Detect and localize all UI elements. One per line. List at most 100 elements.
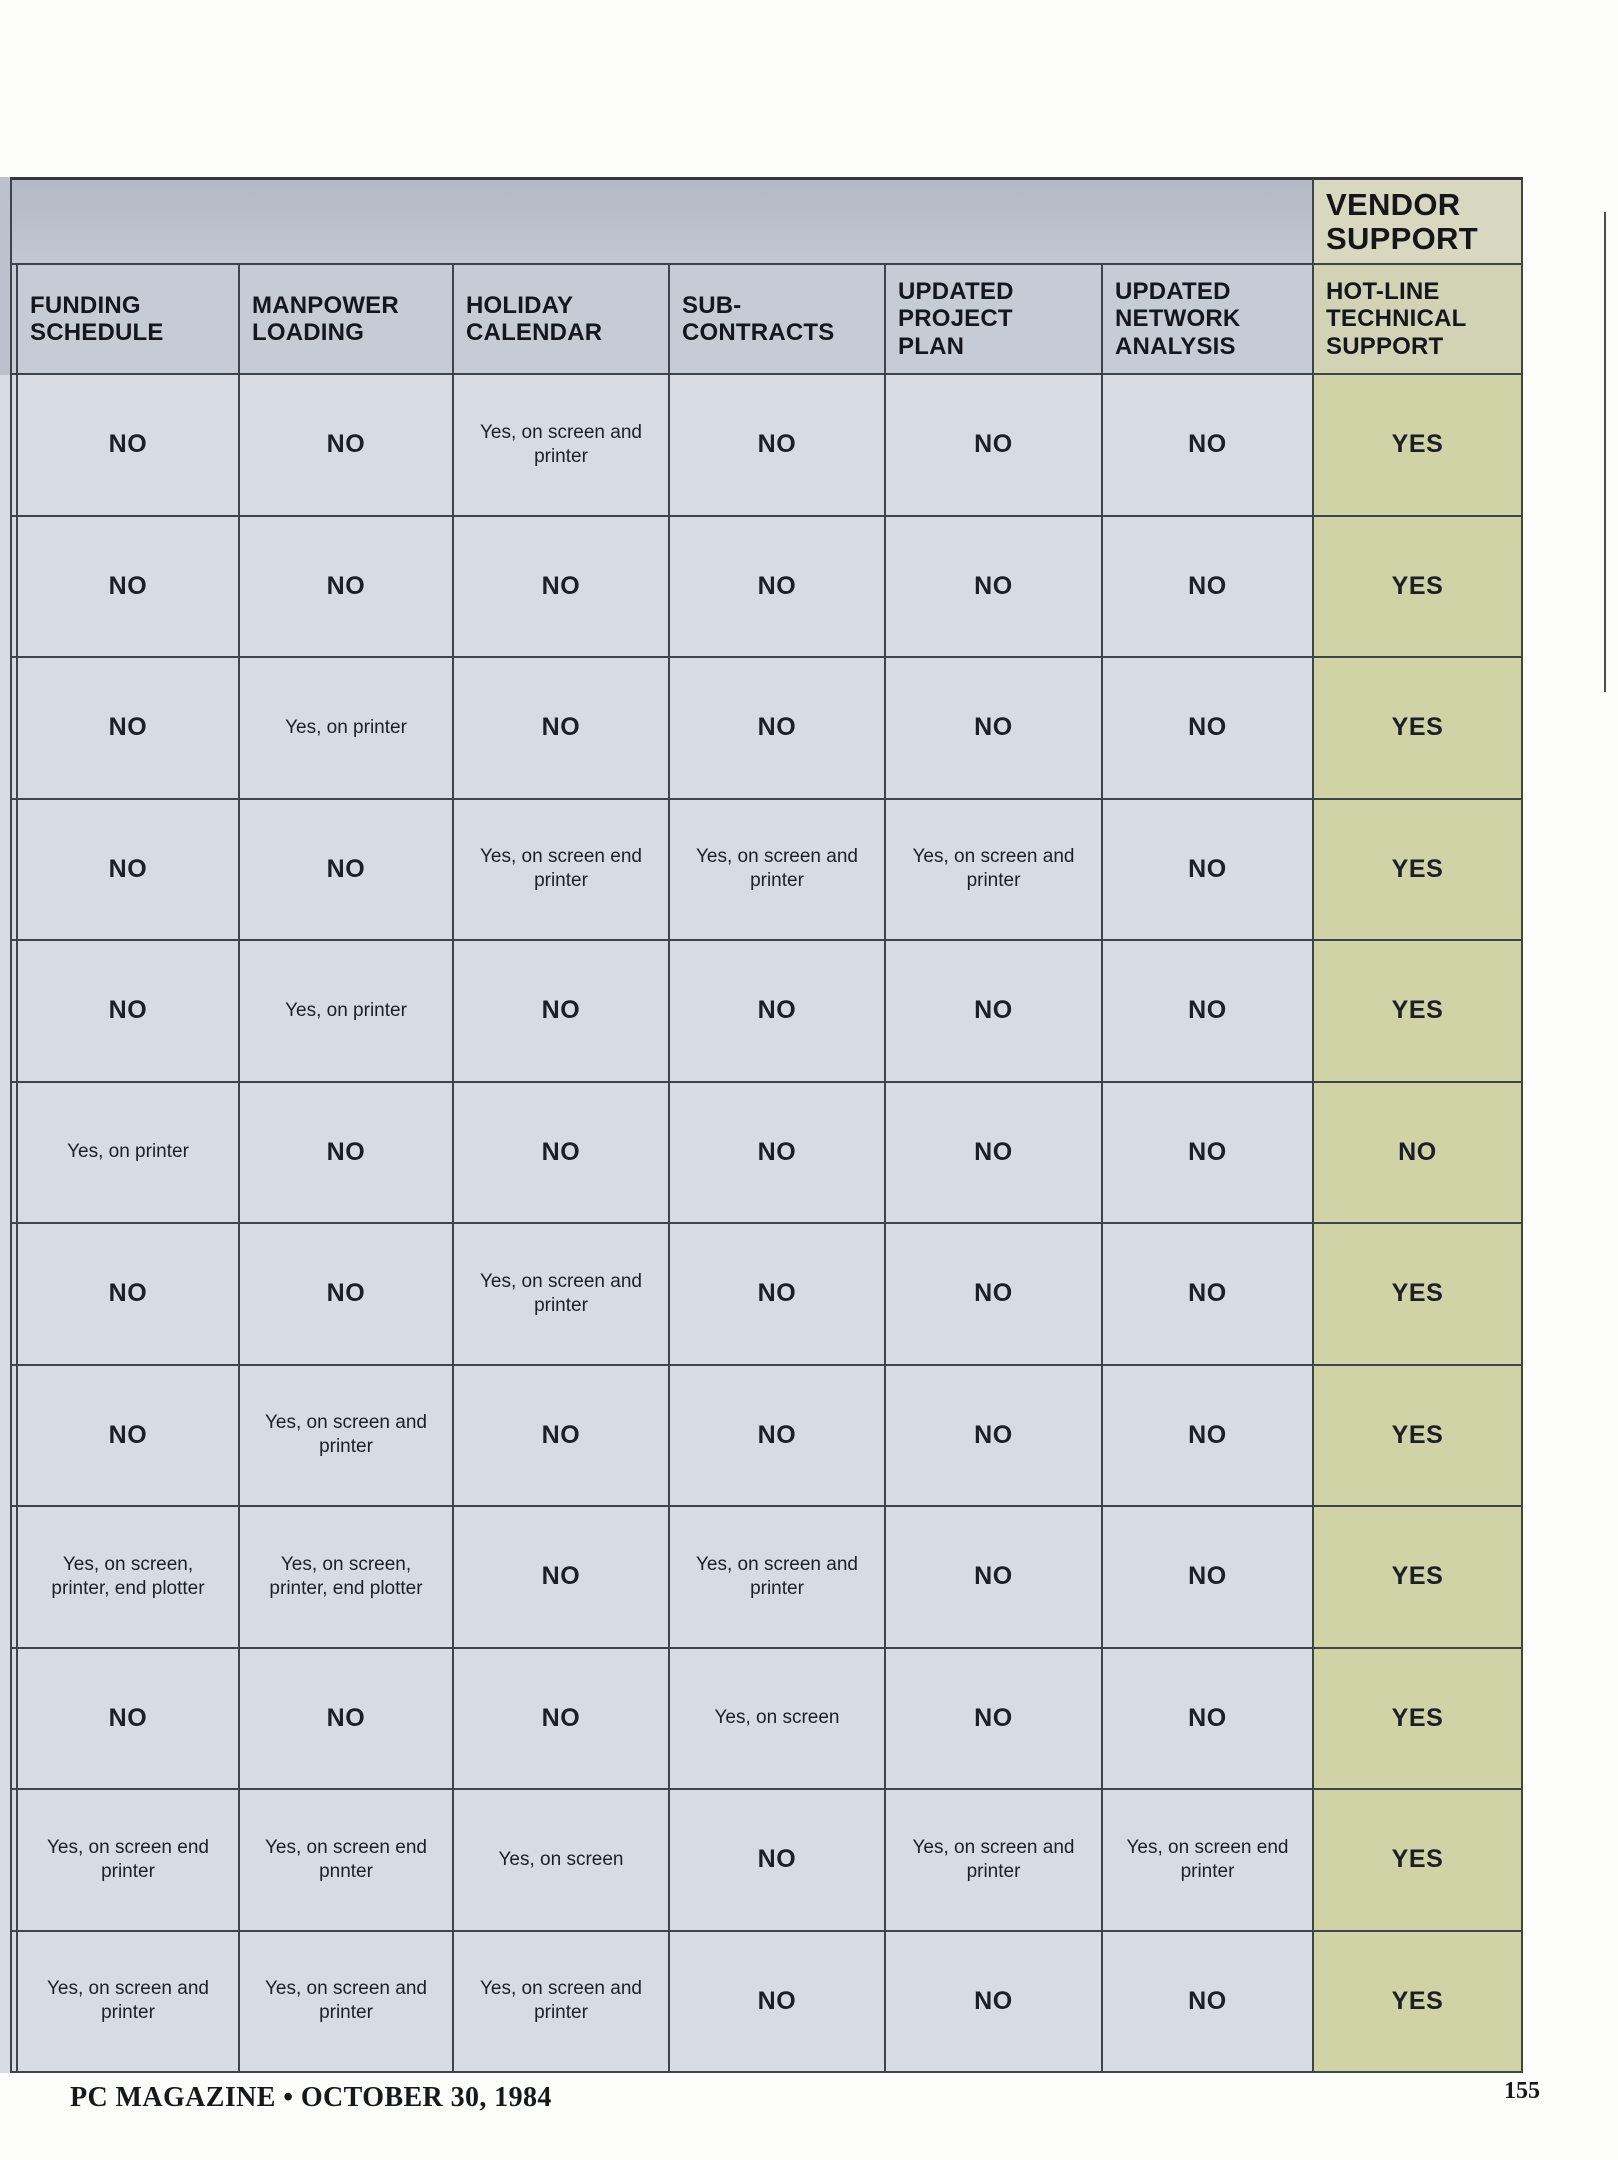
row-edge-sliver <box>10 1790 18 1932</box>
table-cell: NO <box>1103 941 1314 1083</box>
table-cell: NO <box>1103 1507 1314 1649</box>
table-cell: NO <box>18 799 240 941</box>
table-cell: YES <box>1314 1648 1523 1790</box>
table-cell: NO <box>1103 799 1314 941</box>
table-cell: YES <box>1314 1224 1523 1366</box>
table-cell: NO <box>1103 1224 1314 1366</box>
table-cell: NO <box>886 1507 1103 1649</box>
table-cell: NO <box>670 1365 886 1507</box>
table-cell: NO <box>670 1931 886 2073</box>
table-cell: NO <box>1314 1082 1523 1224</box>
column-header-hotline-technical-support: HOT-LINE TECHNICAL SUPPORT <box>1314 265 1523 375</box>
table-cell: NO <box>18 941 240 1083</box>
table-cell: Yes, on screen and printer <box>454 375 670 517</box>
table-cell: YES <box>1314 799 1523 941</box>
table-cell: Yes, on screen end pnnter <box>240 1790 454 1932</box>
table-cell: Yes, on screen and printer <box>240 1365 454 1507</box>
table-cell: NO <box>18 658 240 800</box>
table-cell: Yes, on printer <box>18 1082 240 1224</box>
row-edge-sliver <box>10 1224 18 1366</box>
table-top-band <box>10 177 1314 265</box>
table-cell: YES <box>1314 1931 1523 2073</box>
comparison-table: VENDOR SUPPORT FUNDING SCHEDULE MANPOWER… <box>10 177 1523 2073</box>
table-cell: Yes, on screen <box>670 1648 886 1790</box>
table-cell: Yes, on screen <box>454 1790 670 1932</box>
table-cell: Yes, on screen and printer <box>886 1790 1103 1932</box>
table-cell: NO <box>454 1507 670 1649</box>
table-cell: NO <box>240 1224 454 1366</box>
table-cell: Yes, on screen and printer <box>886 799 1103 941</box>
row-edge-sliver <box>10 1082 18 1224</box>
table-cell: Yes, on screen and printer <box>18 1931 240 2073</box>
row-edge-sliver <box>10 516 18 658</box>
table-cell: NO <box>1103 1648 1314 1790</box>
vendor-support-group-header: VENDOR SUPPORT <box>1314 177 1523 265</box>
table-cell: YES <box>1314 516 1523 658</box>
table-cell: NO <box>1103 516 1314 658</box>
table-cell: Yes, on screen end printer <box>454 799 670 941</box>
table-cell: YES <box>1314 1507 1523 1649</box>
table-cell: NO <box>18 375 240 517</box>
row-edge-sliver <box>10 1365 18 1507</box>
table-cell: NO <box>886 516 1103 658</box>
table-cell: NO <box>1103 1082 1314 1224</box>
table-cell: NO <box>454 1648 670 1790</box>
page-number: 155 <box>1504 2078 1540 2104</box>
column-header-funding-schedule: FUNDING SCHEDULE <box>18 265 240 375</box>
table-cell: YES <box>1314 375 1523 517</box>
table-cell: NO <box>670 375 886 517</box>
table-cell: NO <box>886 1082 1103 1224</box>
table-cell: NO <box>1103 1931 1314 2073</box>
table-cell: NO <box>454 1082 670 1224</box>
table-cell: NO <box>886 941 1103 1083</box>
table-cell: YES <box>1314 1365 1523 1507</box>
table-cell: NO <box>454 941 670 1083</box>
table-cell: Yes, on screen end printer <box>1103 1790 1314 1932</box>
row-edge-sliver <box>10 1648 18 1790</box>
table-cell: Yes, on screen and printer <box>240 1931 454 2073</box>
table-cell: Yes, on screen end printer <box>18 1790 240 1932</box>
table-cell: Yes, on screen, printer, end plotter <box>240 1507 454 1649</box>
table-cell: Yes, on printer <box>240 941 454 1083</box>
table-cell: NO <box>1103 658 1314 800</box>
table-cell: Yes, on screen and printer <box>454 1224 670 1366</box>
page-edge-strip <box>0 375 12 2073</box>
magazine-footer: PC MAGAZINE • OCTOBER 30, 1984 <box>70 2082 552 2113</box>
table-cell: NO <box>670 658 886 800</box>
column-header-sub-contracts: SUB- CONTRACTS <box>670 265 886 375</box>
table-cell: NO <box>886 658 1103 800</box>
row-edge-sliver <box>10 375 18 517</box>
table-cell: Yes, on screen and printer <box>670 799 886 941</box>
table-cell: Yes, on screen and printer <box>454 1931 670 2073</box>
table-cell: Yes, on printer <box>240 658 454 800</box>
table-cell: NO <box>18 516 240 658</box>
table-cell: NO <box>18 1365 240 1507</box>
row-edge-sliver <box>10 799 18 941</box>
scan-artifact-line <box>1604 212 1606 692</box>
page-edge-strip <box>0 177 12 375</box>
table-cell: NO <box>240 1648 454 1790</box>
table-cell: NO <box>670 1224 886 1366</box>
row-edge-sliver <box>10 1931 18 2073</box>
column-header-updated-project-plan: UPDATED PROJECT PLAN <box>886 265 1103 375</box>
header-edge-sliver <box>10 265 18 375</box>
table-cell: NO <box>454 1365 670 1507</box>
column-header-updated-network-analysis: UPDATED NETWORK ANALYSIS <box>1103 265 1314 375</box>
column-header-manpower-loading: MANPOWER LOADING <box>240 265 454 375</box>
table-cell: NO <box>670 941 886 1083</box>
table-cell: NO <box>886 1365 1103 1507</box>
table-cell: NO <box>454 516 670 658</box>
table-cell: NO <box>886 1648 1103 1790</box>
row-edge-sliver <box>10 941 18 1083</box>
table-cell: YES <box>1314 1790 1523 1932</box>
table-cell: NO <box>670 1082 886 1224</box>
table-cell: NO <box>1103 375 1314 517</box>
table-cell: NO <box>886 375 1103 517</box>
table-cell: NO <box>886 1931 1103 2073</box>
table-cell: NO <box>240 516 454 658</box>
table-cell: NO <box>670 1790 886 1932</box>
column-header-holiday-calendar: HOLIDAY CALENDAR <box>454 265 670 375</box>
table-cell: NO <box>1103 1365 1314 1507</box>
table-cell: Yes, on screen, printer, end plotter <box>18 1507 240 1649</box>
table-cell: NO <box>18 1648 240 1790</box>
